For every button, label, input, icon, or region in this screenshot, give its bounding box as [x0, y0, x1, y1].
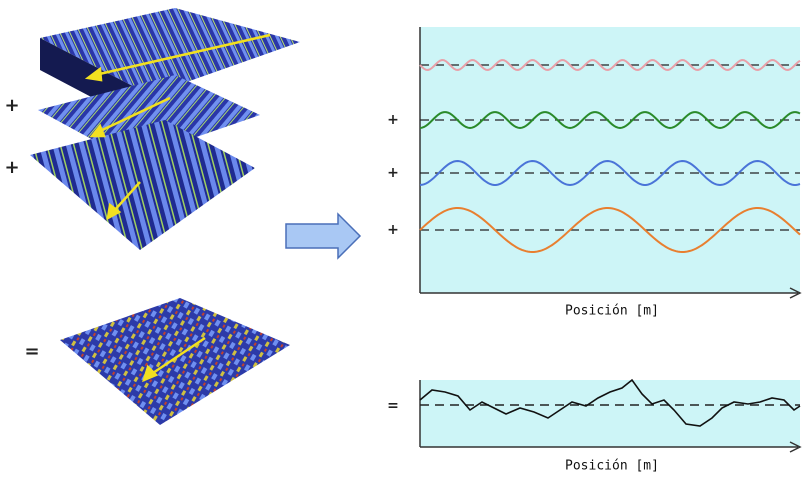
sum-panel — [420, 380, 800, 447]
page: + + = + + + = Posición [m] Posición [m] … — [0, 0, 804, 477]
operator: + — [4, 157, 19, 178]
operator: = — [24, 341, 39, 362]
surface-3 — [30, 120, 255, 250]
surface-sum — [60, 298, 290, 425]
axis-label: Posición [m] — [565, 459, 659, 474]
wave-panel — [420, 27, 800, 293]
diagram: + + = + + + = Posición [m] Posición [m] — [0, 0, 804, 477]
operator: = — [387, 398, 399, 414]
axis-label: Posición [m] — [565, 304, 659, 319]
operator: + — [387, 222, 399, 238]
block-arrow — [286, 214, 360, 258]
wave-surfaces — [30, 8, 300, 425]
operator: + — [387, 165, 399, 181]
operator: + — [387, 112, 399, 128]
operator: + — [4, 95, 19, 116]
